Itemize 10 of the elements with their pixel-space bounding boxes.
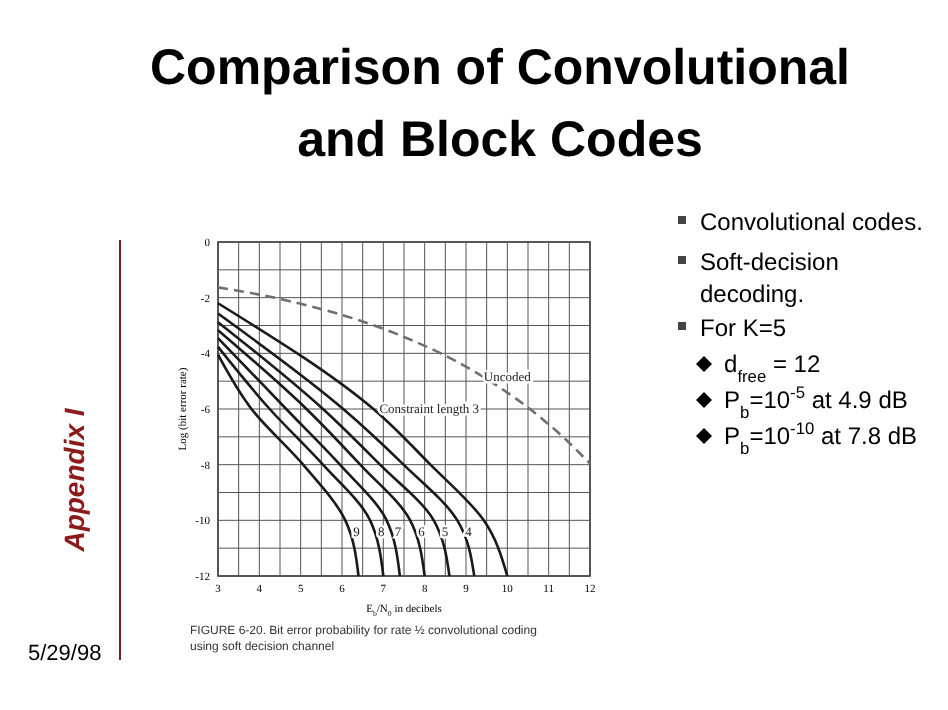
text: Soft-decision decoding. [700, 248, 839, 308]
text: Convolutional codes. [700, 208, 923, 236]
text: d$_{free}$ = 12 [724, 350, 821, 386]
chart-title: Comparison of Convolutional and Block Codes [150, 40, 850, 168]
text: P$_{b}$=10$^{-5}$ at 4.9 dB [724, 382, 908, 422]
text: 5/29/98 [28, 642, 102, 666]
text: For K=5 [700, 314, 787, 342]
text: P$_{b}$=10$^{-10}$ at 7.8 dB [724, 418, 918, 458]
line-series [216, 286, 592, 465]
text: Appendix I [58, 406, 90, 554]
